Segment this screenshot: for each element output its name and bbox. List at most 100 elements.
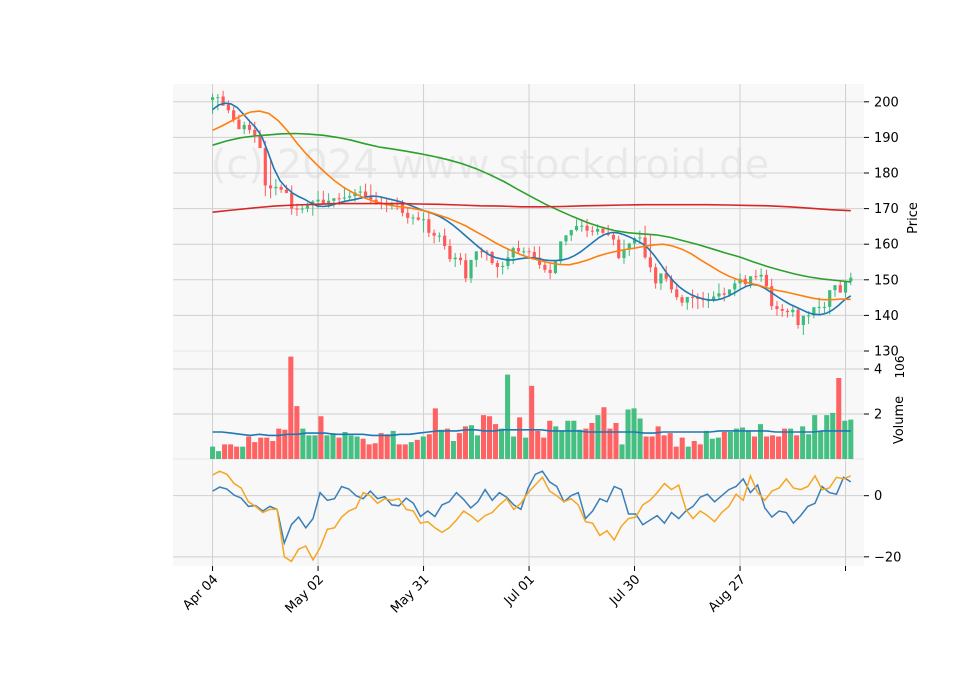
volume-bar <box>511 436 517 459</box>
candlestick <box>443 228 447 250</box>
volume-bar <box>396 444 402 459</box>
candlestick <box>216 93 220 111</box>
candle-body <box>316 199 320 202</box>
volume-bar <box>697 444 703 459</box>
candle-body <box>553 261 558 274</box>
volume-bar <box>354 436 360 459</box>
candlestick <box>263 140 267 197</box>
candlestick <box>474 251 478 267</box>
candlestick <box>511 246 515 265</box>
candle-body <box>490 252 494 264</box>
candle-body <box>785 310 790 313</box>
volume-bar <box>751 436 758 459</box>
candle-body <box>305 205 310 209</box>
candle-body <box>437 235 441 237</box>
price-tick-label: 200 <box>874 95 899 110</box>
volume-unit-label: 106 <box>893 356 907 379</box>
volume-bar <box>360 438 366 459</box>
candlestick <box>664 265 668 282</box>
volume-bar <box>462 426 468 459</box>
volume-panel <box>210 356 854 459</box>
volume-bar <box>276 428 282 459</box>
candlestick <box>274 179 278 196</box>
volume-bar <box>493 424 499 459</box>
candlestick <box>501 261 505 275</box>
candle-body <box>828 290 832 307</box>
candle-body <box>585 225 589 231</box>
candlestick <box>680 294 684 307</box>
candlestick <box>764 269 768 290</box>
x-tick-label: Apr 04 <box>180 572 221 613</box>
candle-body <box>327 200 331 204</box>
volume-bar <box>637 418 643 459</box>
candlestick <box>843 281 848 298</box>
volume-bar <box>240 446 246 459</box>
candle-body <box>611 234 616 240</box>
candle-body <box>675 289 679 298</box>
volume-bar <box>619 444 625 459</box>
volume-bar <box>824 415 830 459</box>
candle-body <box>764 274 768 287</box>
volume-bar <box>703 430 709 459</box>
candlestick <box>284 184 288 194</box>
candlestick <box>453 253 457 267</box>
candlestick <box>685 296 689 310</box>
volume-bar <box>553 426 559 459</box>
candle-body <box>727 289 732 295</box>
candle-body <box>632 238 637 244</box>
volume-bar <box>830 412 836 459</box>
volume-bar <box>288 356 294 459</box>
candle-body <box>274 186 278 189</box>
candlestick <box>648 235 652 273</box>
candle-body <box>232 110 236 120</box>
candlestick <box>569 229 573 241</box>
candlestick <box>559 241 563 265</box>
volume-bar <box>685 446 691 459</box>
candlestick <box>780 304 784 317</box>
volume-bar <box>842 420 848 459</box>
candlestick <box>611 232 616 246</box>
volume-bar <box>733 428 739 459</box>
volume-bar <box>252 442 258 459</box>
candle-body <box>295 208 299 210</box>
volume-bar <box>661 435 667 459</box>
volume-bar <box>848 419 854 459</box>
candle-body <box>416 217 420 220</box>
candle-body <box>216 97 220 99</box>
volume-bar <box>836 378 842 459</box>
volume-bar <box>818 430 824 459</box>
candle-body <box>596 228 600 232</box>
volume-bar <box>655 426 661 459</box>
volume-bar <box>517 417 523 459</box>
price-tick-label: 180 <box>874 167 899 182</box>
candle-body <box>501 265 505 267</box>
candlestick <box>226 100 230 114</box>
volume-bar <box>583 428 589 459</box>
candle-body <box>770 286 774 307</box>
price-tick-label: 150 <box>874 273 899 288</box>
volume-bar <box>402 444 408 459</box>
candle-body <box>559 241 563 262</box>
volume-bar <box>258 437 264 459</box>
candle-body <box>506 257 510 266</box>
candle-body <box>807 315 811 317</box>
volume-bar <box>794 435 800 459</box>
candle-body <box>791 309 795 313</box>
candle-body <box>406 212 410 218</box>
candle-body <box>458 257 463 261</box>
candlestick <box>210 93 215 114</box>
candle-body <box>511 248 515 258</box>
candle-body <box>474 251 478 260</box>
price-tick-label: 170 <box>874 202 899 217</box>
candlestick <box>527 247 531 258</box>
candle-body <box>479 251 484 253</box>
candlestick <box>532 246 536 258</box>
oscillator-line-b <box>212 470 852 563</box>
candlestick <box>421 212 426 233</box>
volume-bar <box>228 444 234 459</box>
volume-bar <box>589 423 595 459</box>
candle-body <box>680 297 684 303</box>
volume-bar <box>673 446 679 459</box>
candlestick <box>495 260 499 278</box>
candlestick <box>548 264 552 280</box>
